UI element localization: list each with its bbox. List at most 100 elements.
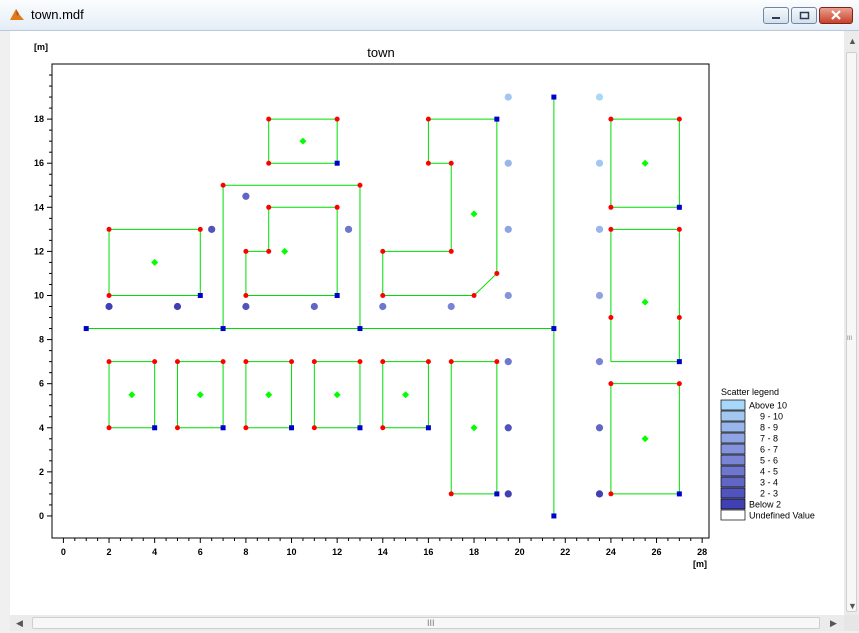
scatter-point <box>447 302 455 311</box>
scatter-point <box>595 291 604 300</box>
minimize-button[interactable] <box>763 7 789 24</box>
red-node <box>243 248 249 254</box>
x-axis: 0 2 4 6 8 10 12 14 16 18 20 22 24 26 28 <box>61 538 707 557</box>
legend-swatch <box>720 443 746 455</box>
legend-label: 6 - 7 <box>760 445 778 455</box>
x-tick-label: 10 <box>287 547 297 557</box>
scroll-right-icon[interactable]: ▶ <box>830 618 837 628</box>
legend-swatch <box>720 432 746 444</box>
scatter-plot: town [m] [m] 0 2 4 6 8 10 12 14 16 18 20 22 24 26 28 0… <box>34 42 815 569</box>
red-node <box>676 315 682 321</box>
x-tick-label: 18 <box>469 547 479 557</box>
scroll-up-icon[interactable]: ▲ <box>848 36 857 46</box>
red-node <box>266 116 272 122</box>
legend-label: Below 2 <box>749 500 781 510</box>
red-node <box>220 182 226 188</box>
red-node <box>174 425 180 431</box>
blue-node <box>152 425 158 431</box>
scroll-down-icon[interactable]: ▼ <box>848 601 857 611</box>
horizontal-grip: III <box>427 618 435 628</box>
scroll-left-icon[interactable]: ◀ <box>16 618 23 628</box>
network-nodes <box>83 94 682 519</box>
blue-node <box>357 425 363 431</box>
maximize-button[interactable] <box>791 7 817 24</box>
red-node <box>471 292 477 298</box>
blue-node <box>334 292 340 298</box>
scatter-point <box>504 159 512 167</box>
legend-swatch <box>720 399 746 411</box>
blue-node <box>83 326 89 332</box>
red-node <box>448 248 454 254</box>
red-node <box>448 491 454 497</box>
scatter-points <box>105 93 604 498</box>
plot-title: town <box>367 45 394 60</box>
y-tick-label: 16 <box>34 158 44 168</box>
y-tick-label: 4 <box>39 423 44 433</box>
blue-node <box>551 326 557 332</box>
red-node <box>608 204 614 210</box>
green-marker <box>333 391 341 399</box>
x-tick-label: 28 <box>697 547 707 557</box>
green-marker <box>641 159 649 167</box>
green-marker <box>470 210 478 218</box>
x-tick-label: 0 <box>61 547 66 557</box>
red-node <box>380 248 386 254</box>
scatter-point <box>242 192 250 200</box>
blue-node <box>676 204 682 210</box>
red-node <box>448 160 454 166</box>
x-tick-label: 20 <box>515 547 525 557</box>
plot-frame <box>51 63 710 539</box>
red-node <box>380 425 386 431</box>
red-node <box>266 204 272 210</box>
red-node <box>311 359 317 365</box>
blue-node <box>494 491 500 497</box>
resize-grip[interactable] <box>844 615 859 631</box>
scatter-point <box>595 424 604 432</box>
legend-title: Scatter legend <box>721 387 779 397</box>
scatter-point <box>105 302 113 311</box>
red-node <box>425 160 431 166</box>
network-line <box>222 184 361 329</box>
maximize-icon <box>799 11 810 20</box>
legend-label: 3 - 4 <box>760 478 778 488</box>
x-tick-label: 24 <box>606 547 616 557</box>
x-tick-label: 6 <box>198 547 203 557</box>
scatter-point <box>504 358 512 366</box>
red-node <box>676 226 682 232</box>
legend-label: 4 - 5 <box>760 467 778 477</box>
y-tick-label: 18 <box>34 114 44 124</box>
y-tick-label: 14 <box>34 202 44 212</box>
red-node <box>608 381 614 387</box>
red-node <box>106 425 112 431</box>
horizontal-scroll-thumb[interactable]: III <box>32 617 820 629</box>
y-tick-label: 2 <box>39 467 44 477</box>
red-node <box>425 359 431 365</box>
y-axis-label: [m] <box>34 42 48 52</box>
y-tick-label: 10 <box>34 290 44 300</box>
blue-node <box>197 292 203 298</box>
red-node <box>448 359 454 365</box>
legend-label: 7 - 8 <box>760 434 778 444</box>
scatter-point <box>595 490 604 498</box>
scatter-point <box>379 302 387 311</box>
red-node <box>676 381 682 387</box>
horizontal-scrollbar[interactable]: ◀ III ▶ <box>10 615 844 631</box>
x-tick-label: 4 <box>152 547 157 557</box>
vertical-scroll-thumb[interactable]: III <box>846 52 857 612</box>
scatter-point <box>310 302 318 311</box>
blue-node <box>551 513 557 519</box>
red-node <box>106 359 112 365</box>
title-bar[interactable]: town.mdf <box>0 0 859 31</box>
legend-label: Undefined Value <box>749 511 815 521</box>
x-tick-label: 8 <box>243 547 248 557</box>
x-tick-label: 26 <box>652 547 662 557</box>
x-axis-label: [m] <box>693 559 707 569</box>
red-node <box>243 425 249 431</box>
green-marker <box>299 137 307 145</box>
close-button[interactable] <box>819 7 853 24</box>
legend-swatch <box>720 498 746 510</box>
green-marker <box>641 298 649 306</box>
vertical-scrollbar[interactable]: ▲ III ▼ <box>844 31 859 615</box>
scatter-point <box>504 93 512 101</box>
red-node <box>357 359 363 365</box>
